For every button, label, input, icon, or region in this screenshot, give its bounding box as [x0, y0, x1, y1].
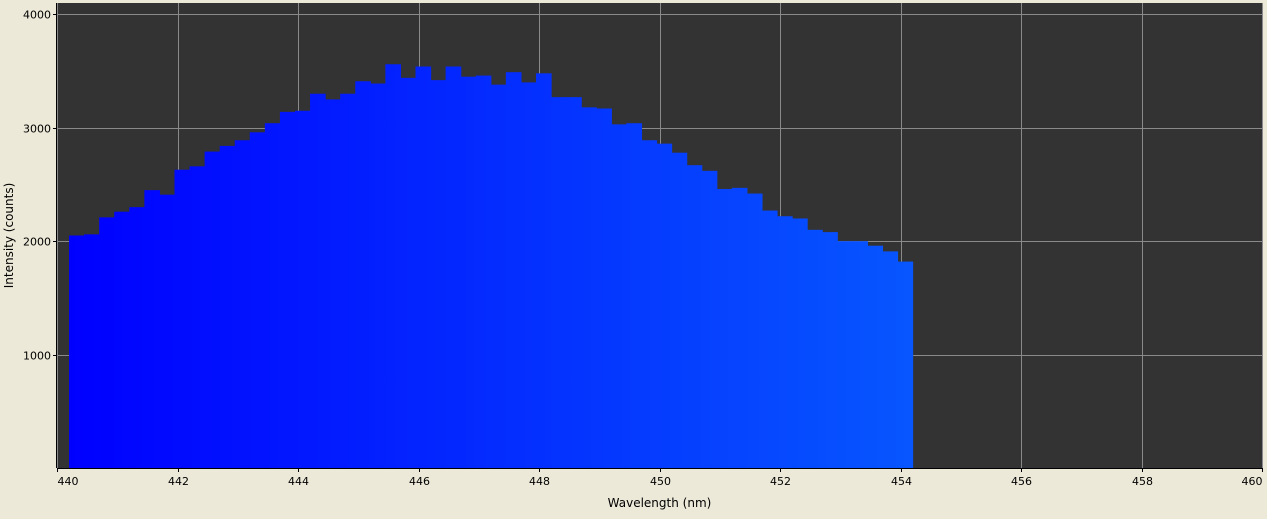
- histogram-bar: [626, 123, 643, 468]
- histogram-bar: [566, 97, 582, 468]
- x-tick-label: 440: [58, 475, 79, 488]
- histogram-bar: [581, 107, 597, 468]
- y-axis-label: Intensity (counts): [2, 183, 16, 289]
- histogram-bar: [430, 80, 447, 468]
- histogram-bar: [204, 151, 221, 468]
- histogram-bar: [641, 140, 658, 469]
- histogram-bar: [249, 132, 266, 469]
- histogram-bar: [701, 170, 718, 469]
- histogram-bar: [385, 64, 402, 469]
- histogram-bar: [99, 217, 115, 468]
- y-tick-label: 3000: [23, 123, 51, 136]
- histogram-bar: [310, 93, 326, 469]
- x-tick-label: 442: [168, 475, 189, 488]
- histogram-bar: [551, 97, 567, 468]
- histogram-bar: [897, 261, 914, 468]
- histogram-bar: [189, 166, 206, 468]
- histogram-bar: [234, 140, 251, 469]
- x-tick-label: 452: [770, 475, 791, 488]
- histogram-bar: [475, 75, 492, 469]
- histogram-bar: [219, 145, 236, 468]
- histogram-bar: [837, 241, 853, 468]
- histogram-bar: [520, 82, 537, 468]
- histogram-bar: [535, 73, 552, 468]
- histogram-bar: [294, 110, 311, 469]
- histogram-bar: [264, 123, 281, 468]
- histogram-bar: [867, 245, 884, 468]
- histogram-bar: [69, 235, 85, 468]
- x-tick-label: 446: [409, 475, 430, 488]
- histogram-bar: [490, 84, 507, 468]
- histogram-bar: [716, 189, 733, 468]
- y-tick-label: 4000: [23, 9, 51, 22]
- histogram-bar: [370, 83, 386, 469]
- histogram-bar: [611, 124, 627, 468]
- histogram-bar: [445, 66, 462, 468]
- histogram-bar: [792, 218, 808, 468]
- histogram-bar: [731, 187, 748, 469]
- histogram-bar: [174, 169, 191, 468]
- x-tick-label: 450: [650, 475, 671, 488]
- histogram-bar: [325, 99, 341, 468]
- x-tick-label: 448: [529, 475, 550, 488]
- histogram-bar: [852, 241, 868, 468]
- x-tick-label: 444: [288, 475, 309, 488]
- histogram-bar: [686, 165, 703, 468]
- x-tick-label: 460: [1242, 475, 1263, 488]
- histogram-bars: [69, 64, 914, 469]
- histogram-bar: [129, 207, 145, 468]
- axes: [56, 3, 1262, 469]
- histogram-bar: [114, 211, 130, 468]
- histogram-bar: [144, 190, 161, 468]
- histogram-bar: [807, 229, 823, 468]
- histogram-bar: [746, 193, 763, 468]
- histogram-bar: [761, 210, 778, 469]
- histogram-bar: [882, 251, 899, 468]
- histogram-bar: [355, 81, 371, 468]
- histogram-bar: [400, 77, 417, 468]
- histogram-bar: [671, 152, 688, 468]
- histogram-bar: [596, 108, 612, 468]
- tick-labels: 440 442 444 446 448 450 452 454 456 458 460 1000 200…: [23, 9, 1263, 488]
- x-tick-label: 456: [1011, 475, 1032, 488]
- x-tick-label: 458: [1132, 475, 1153, 488]
- histogram-bar: [415, 66, 432, 468]
- x-axis-label: Wavelength (nm): [608, 496, 712, 510]
- histogram-bar: [279, 111, 296, 468]
- histogram-bar: [776, 216, 793, 468]
- y-tick-label: 1000: [23, 350, 51, 363]
- histogram-bar: [460, 76, 477, 468]
- x-tick-label: 454: [891, 475, 912, 488]
- histogram-bar: [340, 93, 356, 469]
- grid-lines: [57, 3, 1263, 468]
- histogram-bar: [84, 234, 100, 468]
- histogram-bar: [505, 72, 522, 469]
- histogram-bar: [656, 143, 673, 468]
- y-tick-label: 2000: [23, 236, 51, 249]
- histogram-bar: [159, 194, 176, 469]
- histogram-bar: [822, 232, 838, 468]
